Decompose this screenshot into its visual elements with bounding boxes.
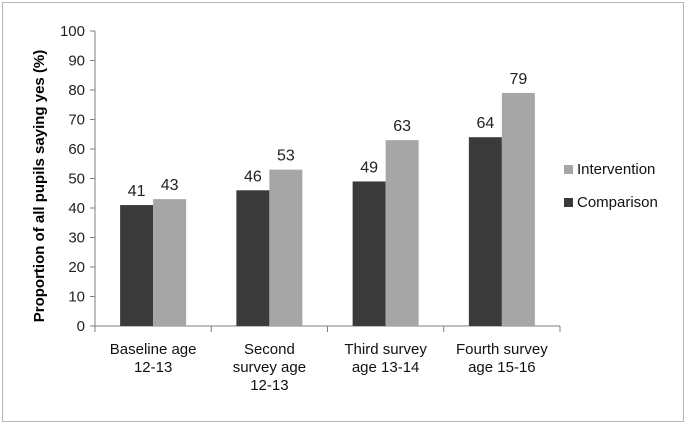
- bar-intervention: [153, 199, 187, 326]
- y-tick-label: 70: [68, 112, 85, 129]
- bar-comparison: [120, 205, 154, 326]
- data-label: 41: [128, 183, 146, 200]
- bars: [120, 92, 535, 326]
- legend: Intervention Comparison: [564, 161, 658, 211]
- y-tick-label: 30: [68, 230, 85, 247]
- y-tick-label: 50: [68, 171, 85, 188]
- data-labels: 41 43 46 53 49 63 64 79: [128, 71, 528, 200]
- category-label: Second survey age 12-13: [233, 341, 306, 394]
- data-label: 64: [476, 115, 494, 132]
- category-label: Baseline age 12-13: [110, 341, 197, 376]
- data-label: 43: [161, 177, 179, 194]
- bar-comparison: [236, 190, 270, 326]
- data-label: 46: [244, 168, 262, 185]
- bar-comparison: [352, 181, 386, 326]
- y-tick-label: 100: [60, 23, 85, 40]
- y-tick-label: 0: [77, 318, 85, 335]
- y-tick-label: 60: [68, 141, 85, 158]
- bar-intervention: [269, 169, 303, 326]
- legend-label-intervention: Intervention: [577, 161, 655, 178]
- category-label: Fourth survey age 15-16: [456, 341, 548, 376]
- y-tick-label: 90: [68, 53, 85, 70]
- y-axis-label: Proportion of all pupils saying yes (%): [31, 50, 48, 323]
- y-tick-label: 80: [68, 82, 85, 99]
- category-label: Third survey age 13-14: [344, 341, 427, 376]
- data-label: 63: [393, 118, 411, 135]
- category-labels: Baseline age 12-13 Second survey age 12-13 Th…: [110, 341, 548, 394]
- axes: 0 10 20 30 40 50 60 70 80 90 100: [60, 23, 561, 335]
- data-label: 53: [277, 148, 295, 165]
- bar-comparison: [468, 137, 502, 326]
- legend-label-comparison: Comparison: [577, 194, 658, 211]
- legend-swatch-comparison: [564, 198, 573, 207]
- bar-intervention: [385, 140, 419, 326]
- data-label: 49: [360, 159, 378, 176]
- y-tick-label: 10: [68, 289, 85, 306]
- y-tick-label: 20: [68, 259, 85, 276]
- data-label: 79: [509, 71, 527, 88]
- bar-intervention: [501, 92, 535, 326]
- legend-swatch-intervention: [564, 165, 573, 174]
- y-tick-label: 40: [68, 200, 85, 217]
